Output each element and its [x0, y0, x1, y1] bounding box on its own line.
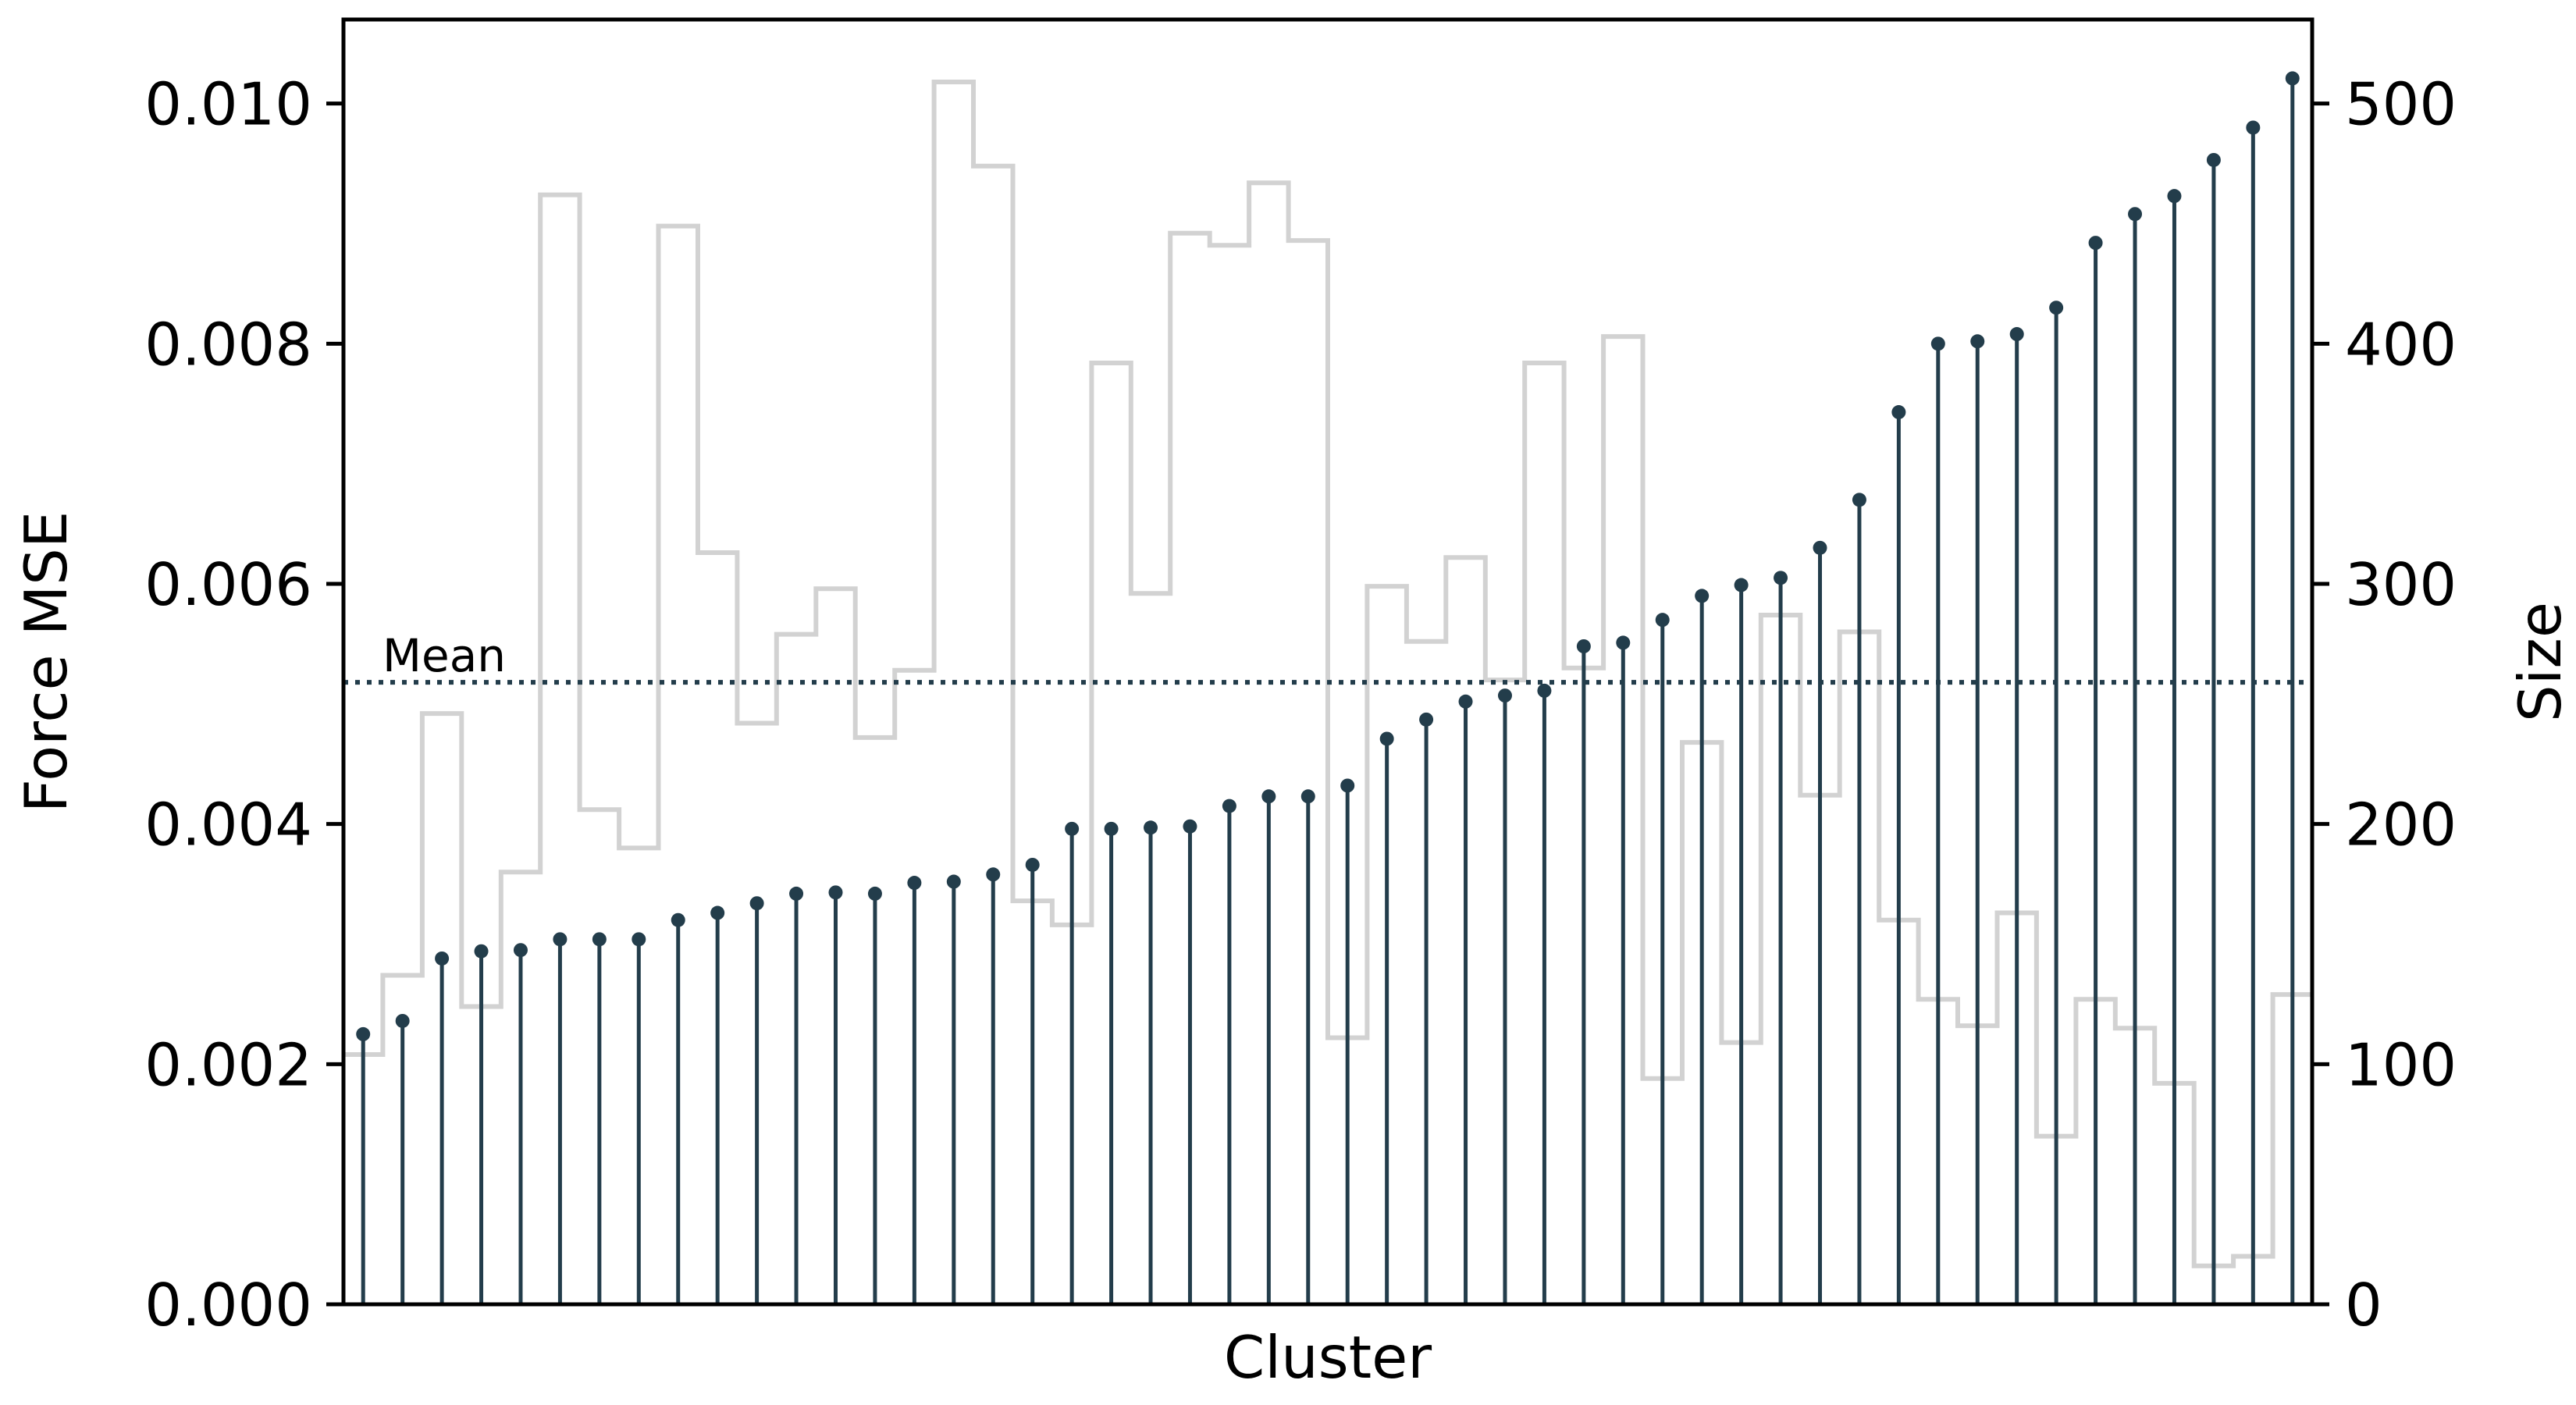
stem-marker — [474, 944, 489, 959]
right-tick-label: 100 — [2345, 1030, 2457, 1099]
stem-marker — [632, 932, 646, 947]
stem-marker — [1340, 778, 1355, 793]
left-tick-label: 0.004 — [144, 791, 312, 859]
left-tick-label: 0.008 — [144, 310, 312, 379]
stem-marker — [1695, 589, 1710, 603]
stem-marker — [710, 905, 725, 920]
stem-marker — [828, 885, 843, 900]
stem-marker — [592, 932, 607, 947]
left-y-axis: 0.000 0.002 0.004 0.006 0.008 0.010 — [144, 70, 343, 1339]
stem-marker — [1261, 789, 1276, 804]
stem-marker — [553, 932, 568, 947]
stem-marker — [1930, 336, 1945, 351]
stem-marker — [2167, 189, 2182, 204]
right-tick-label: 500 — [2345, 70, 2457, 139]
stem-marker — [671, 912, 685, 927]
right-tick-label: 200 — [2345, 791, 2457, 859]
stem-marker — [356, 1026, 371, 1041]
stem-marker — [2128, 207, 2143, 222]
plot-frame — [341, 17, 2314, 1307]
stem-marker — [1104, 821, 1119, 836]
stem-marker — [1458, 694, 1473, 709]
stem-marker — [1891, 405, 1906, 420]
stem-marker — [1655, 613, 1670, 628]
stem-marker — [1497, 688, 1512, 703]
stem-marker — [1576, 639, 1591, 654]
right-y-axis: 0 100 200 300 400 500 — [2312, 70, 2457, 1339]
stem-marker — [1065, 821, 1080, 836]
stem-marker — [1970, 334, 1985, 349]
stem-marker — [986, 867, 1001, 882]
right-tick-label: 300 — [2345, 550, 2457, 619]
stem-marker — [2049, 301, 2064, 315]
left-tick-label: 0.002 — [144, 1030, 312, 1099]
mean-reference: Mean — [343, 629, 2312, 685]
stem-marker — [1774, 571, 1788, 585]
stem-marker — [1144, 820, 1158, 835]
left-tick-label: 0.006 — [144, 550, 312, 619]
y-axis-label: Force MSE — [12, 511, 80, 813]
stem-marker — [907, 876, 922, 891]
axes: 0.000 0.002 0.004 0.006 0.008 0.010 0 100 200 30… — [12, 17, 2574, 1392]
stem-marker — [867, 886, 882, 901]
x-axis-label: Cluster — [1224, 1323, 1432, 1392]
stem-marker — [1183, 819, 1197, 834]
stem-marker — [435, 951, 450, 966]
stem-marker — [1379, 731, 1394, 746]
right-tick-label: 0 — [2345, 1271, 2382, 1339]
stem-marker — [2009, 327, 2024, 342]
stem-marker — [2246, 120, 2261, 135]
stem-marker — [1616, 635, 1631, 650]
force-mse-stem-series — [356, 71, 2300, 1304]
stem-marker — [789, 886, 804, 901]
stem-marker — [395, 1013, 410, 1028]
left-tick-label: 0.000 — [144, 1271, 312, 1339]
y2-axis-label: Size — [2506, 602, 2574, 722]
stem-marker — [1222, 799, 1236, 813]
mean-label: Mean — [382, 629, 506, 682]
right-tick-label: 400 — [2345, 310, 2457, 379]
stem-marker — [1300, 789, 1315, 804]
stem-marker — [946, 874, 961, 889]
stem-marker — [749, 896, 764, 911]
stem-marker — [1852, 493, 1866, 507]
stem-marker — [1419, 712, 1434, 727]
stem-marker — [2285, 71, 2300, 86]
stem-marker — [1734, 578, 1749, 592]
stem-marker — [2088, 236, 2103, 251]
left-tick-label: 0.010 — [144, 70, 312, 139]
stem-marker — [2206, 152, 2221, 167]
stem-marker — [1813, 540, 1827, 555]
stem-marker — [1537, 683, 1552, 698]
stem-marker — [1025, 857, 1040, 872]
stem-marker — [513, 943, 528, 958]
